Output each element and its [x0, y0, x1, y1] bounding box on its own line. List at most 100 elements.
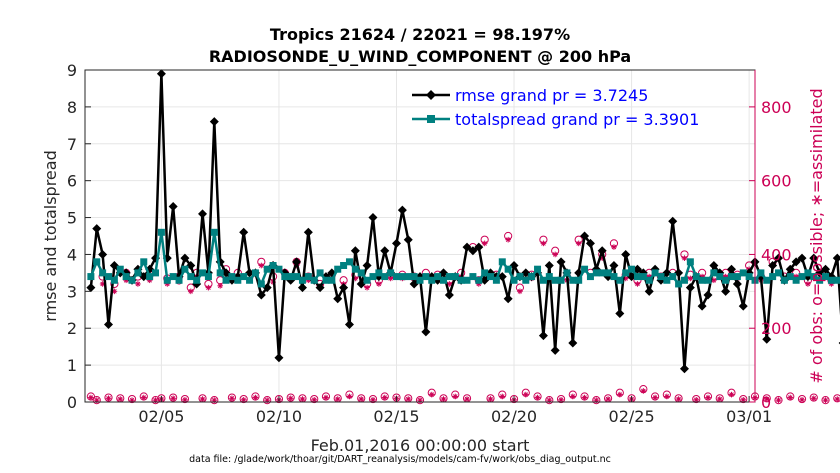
totalspread-point — [93, 258, 101, 266]
obs-assimilated-point — [634, 281, 641, 287]
obs-possible-point — [239, 394, 248, 404]
obs-assimilated-stroke — [711, 277, 717, 283]
rmse-point — [703, 290, 713, 300]
obs-assimilated-stroke — [570, 394, 576, 399]
obs-assimilated-point — [440, 396, 447, 402]
rmse-point — [568, 338, 578, 348]
y-ticks-right: 0 200 400 600 800 — [749, 70, 792, 412]
obs-assimilated-stroke — [129, 397, 135, 403]
totalspread-point — [663, 276, 671, 284]
obs-assimilated-stroke — [300, 396, 305, 402]
obs-assimilated-point — [799, 396, 805, 403]
obs-assimilated-point — [705, 394, 711, 401]
totalspread-point — [216, 269, 224, 277]
rmse-point — [615, 308, 625, 318]
obs-assimilated-point — [775, 397, 782, 403]
obs-assimilated-point — [211, 397, 218, 403]
y-left-tick-label: 2 — [67, 319, 77, 338]
rmse-point — [726, 264, 736, 274]
rmse-point — [239, 227, 249, 237]
rmse-point — [221, 268, 231, 278]
obs-possible-point — [169, 393, 178, 402]
totalspread-point — [598, 269, 606, 277]
totalspread-point — [140, 258, 148, 266]
obs-assimilated-stroke — [229, 395, 235, 401]
totalspread-point — [704, 276, 712, 284]
totalspread-point — [757, 269, 765, 277]
obs-assimilated-point — [763, 396, 770, 402]
obs-assimilated-point — [217, 283, 223, 289]
rmse-point — [738, 301, 748, 311]
totalspread-point — [798, 273, 806, 281]
totalspread-point — [727, 273, 735, 281]
x-ticks: 02/05 02/10 02/15 02/20 02/25 03/01 — [138, 396, 772, 426]
obs-possible-point — [556, 394, 566, 404]
obs-assimilated-stroke — [358, 396, 364, 402]
obs-assimilated-stroke — [499, 394, 505, 399]
totalspread-point — [110, 276, 118, 284]
obs-assimilated-point — [575, 240, 582, 247]
obs-assimilated-point — [570, 393, 576, 400]
obs-assimilated-stroke — [641, 388, 646, 394]
obs-assimilated-stroke — [452, 394, 458, 399]
totalspread-point — [416, 276, 424, 284]
rmse-point — [297, 283, 307, 293]
obs-possible-point — [821, 396, 830, 405]
obs-assimilated-point — [358, 396, 365, 402]
obs-assimilated-point — [664, 393, 670, 400]
rmse-point — [597, 246, 607, 256]
obs-possible-point — [368, 394, 378, 404]
obs-assimilated-stroke — [141, 395, 147, 400]
rmse-point — [168, 201, 178, 211]
y-ticks-left: 0 1 2 3 4 5 6 7 8 9 — [67, 61, 91, 412]
rmse-point — [315, 283, 325, 293]
obs-assimilated-point — [117, 396, 124, 402]
obs-assimilated-stroke — [799, 397, 805, 403]
rmse-point — [350, 246, 360, 256]
rmse-point — [774, 253, 784, 263]
obs-possible-point — [509, 394, 519, 404]
y-left-tick-label: 4 — [67, 245, 77, 264]
obs-assimilated-stroke — [635, 281, 640, 287]
obs-assimilated-point — [205, 284, 212, 291]
totalspread-point — [545, 273, 553, 281]
rmse-point — [556, 257, 566, 267]
y-right-tick-label: 600 — [761, 172, 792, 191]
obs-assimilated-stroke — [288, 395, 294, 401]
totalspread-point — [792, 276, 800, 284]
obs-assimilated-point — [540, 240, 547, 247]
obs-assimilated-stroke — [106, 395, 111, 401]
obs-assimilated-stroke — [482, 241, 487, 246]
obs-assimilated-point — [287, 395, 294, 402]
obs-assimilated-stroke — [135, 281, 141, 287]
title-line-2: RADIOSONDE_U_WIND_COMPONENT @ 200 hPa — [209, 47, 631, 66]
y-right-tick-label: 200 — [761, 319, 792, 338]
obs-assimilated-stroke — [717, 396, 723, 402]
totalspread-point — [322, 276, 330, 284]
rmse-point — [762, 334, 772, 344]
obs-assimilated-stroke — [464, 396, 470, 402]
obs-possible-point — [310, 394, 319, 404]
totalspread-point — [769, 273, 777, 281]
obs-assimilated-point — [517, 288, 523, 295]
rmse-point — [580, 231, 590, 241]
obs-assimilated-stroke — [611, 244, 617, 250]
totalspread-point — [246, 276, 254, 284]
obs-assimilated-point — [182, 396, 188, 403]
legend: rmse grand pr = 3.7245 totalspread grand… — [412, 86, 699, 129]
obs-assimilated-stroke — [576, 241, 581, 246]
rmse-point — [679, 364, 689, 374]
totalspread-point — [369, 273, 377, 281]
obs-assimilated-stroke — [405, 396, 411, 402]
totalspread-point — [475, 276, 483, 284]
obs-assimilated-point — [487, 396, 494, 402]
totalspread-point — [105, 273, 113, 281]
obs-assimilated-point — [534, 394, 541, 401]
obs-assimilated-stroke — [323, 395, 329, 400]
totalspread-point — [827, 276, 835, 284]
obs-assimilated-stroke — [217, 283, 223, 289]
totalspread-point — [222, 276, 230, 284]
totalspread-point — [181, 265, 189, 273]
totalspread-point — [440, 276, 448, 284]
